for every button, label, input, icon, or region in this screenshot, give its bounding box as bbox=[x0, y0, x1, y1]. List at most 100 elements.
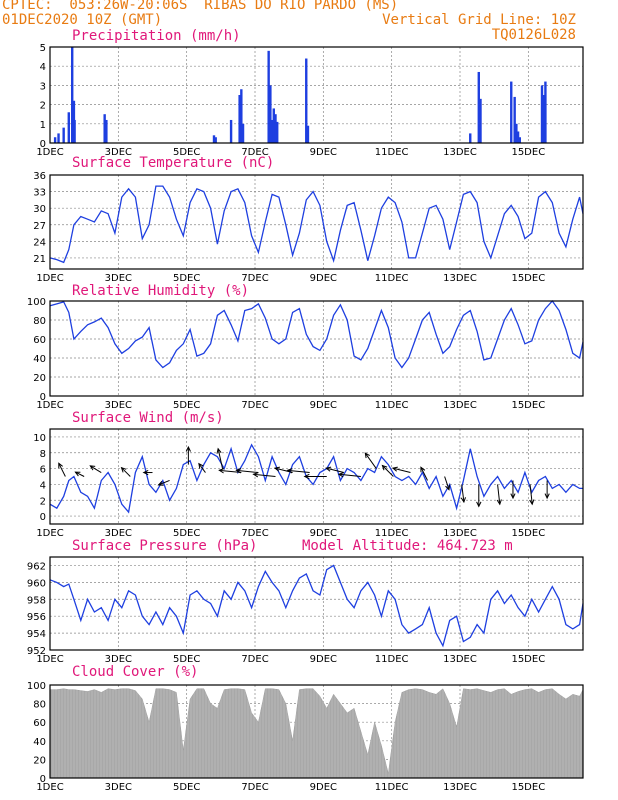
temperature-xtick-label: 3DEC bbox=[105, 273, 132, 284]
humidity-frame bbox=[49, 300, 584, 397]
temperature-xtick-label: 13DEC bbox=[443, 273, 477, 284]
wind-arrowhead bbox=[337, 472, 344, 478]
precipitation-ytick-label: 5 bbox=[40, 43, 46, 54]
temperature-xtick-label: 11DEC bbox=[375, 273, 409, 284]
header-model: TQ0126L028 bbox=[491, 27, 576, 43]
humidity-ytick-label: 60 bbox=[33, 335, 46, 346]
precip-bar bbox=[71, 47, 74, 143]
wind-xtick-label: 9DEC bbox=[310, 528, 337, 539]
pressure-xtick-label: 13DEC bbox=[443, 654, 477, 665]
cloud-xtick-label: 13DEC bbox=[443, 782, 477, 793]
wind-arrow bbox=[75, 471, 85, 477]
wind-arrowhead bbox=[445, 484, 451, 491]
wind-arrow bbox=[444, 476, 450, 490]
cloud-xtick-label: 1DEC bbox=[36, 782, 63, 793]
precip-bar bbox=[267, 50, 270, 144]
cloud-xtick-label: 7DEC bbox=[241, 782, 268, 793]
wind-arrowhead bbox=[544, 493, 550, 500]
temperature-frame bbox=[49, 174, 584, 270]
precip-bar bbox=[274, 114, 277, 143]
header-station: CPTEC: 053:26W-20:06S RIBAS DO RIO PARDO… bbox=[2, 0, 399, 13]
cloud-title: Cloud Cover (%) bbox=[72, 664, 199, 680]
wind-arrowhead bbox=[529, 499, 535, 506]
wind-arrow bbox=[461, 484, 465, 503]
temperature-title: Surface Temperature (nC) bbox=[72, 155, 275, 171]
precip-bar bbox=[241, 123, 245, 143]
temperature-ytick-label: 30 bbox=[33, 204, 46, 215]
wind-arrow bbox=[217, 448, 224, 469]
humidity-ytick-label: 20 bbox=[33, 373, 46, 384]
pressure-ytick-label: 952 bbox=[27, 646, 46, 657]
wind-arrow bbox=[392, 467, 411, 474]
cloud-ytick-label: 100 bbox=[27, 681, 46, 692]
precip-bar bbox=[270, 119, 274, 143]
precipitation-xtick-label: 3DEC bbox=[105, 147, 132, 158]
cloud-ytick-label: 0 bbox=[40, 774, 46, 785]
temperature-ytick-label: 27 bbox=[33, 221, 46, 232]
wind-arrow bbox=[364, 452, 377, 469]
cloud-xtick-label: 15DEC bbox=[511, 782, 545, 793]
precip-bar bbox=[477, 71, 480, 143]
wind-ytick-label: 8 bbox=[40, 449, 46, 460]
wind-arrow bbox=[58, 463, 66, 477]
precip-bar bbox=[103, 114, 106, 143]
cloud-xtick-label: 5DEC bbox=[173, 782, 200, 793]
wind-arrowhead bbox=[218, 468, 225, 474]
precip-bar bbox=[276, 121, 279, 143]
header-date: 01DEC2020 10Z (GMT) bbox=[2, 12, 163, 28]
precip-bar bbox=[105, 119, 108, 143]
wind-arrow bbox=[236, 469, 259, 474]
precip-bar bbox=[516, 131, 520, 143]
precip-bar bbox=[306, 125, 310, 143]
precip-bar bbox=[272, 108, 275, 143]
temperature-xtick-label: 15DEC bbox=[511, 273, 545, 284]
wind-arrow bbox=[121, 467, 131, 477]
precip-bar bbox=[53, 137, 57, 143]
precip-bar bbox=[212, 135, 216, 143]
wind-arrowhead bbox=[216, 447, 222, 454]
temperature-xtick-label: 7DEC bbox=[241, 273, 268, 284]
wind-arrowhead bbox=[364, 452, 370, 459]
pressure-ytick-label: 960 bbox=[27, 578, 46, 589]
temperature-ytick-label: 24 bbox=[33, 237, 46, 248]
cloud-xtick-label: 9DEC bbox=[310, 782, 337, 793]
humidity-xtick-label: 15DEC bbox=[511, 400, 545, 411]
precipitation-xtick-label: 5DEC bbox=[173, 147, 200, 158]
wind-ytick-label: 6 bbox=[40, 465, 46, 476]
wind-ytick-label: 4 bbox=[40, 480, 46, 491]
cloud-ytick-label: 40 bbox=[33, 737, 46, 748]
precip-bar bbox=[540, 85, 544, 143]
pressure-ytick-label: 962 bbox=[27, 561, 46, 572]
wind-arrowhead bbox=[120, 466, 127, 473]
humidity-ytick-label: 100 bbox=[27, 297, 46, 308]
precip-bar bbox=[542, 95, 545, 143]
wind-arrowhead bbox=[391, 466, 398, 472]
humidity-xtick-label: 11DEC bbox=[375, 400, 409, 411]
wind-xtick-label: 7DEC bbox=[241, 528, 268, 539]
wind-arrowhead bbox=[510, 493, 516, 500]
humidity-line bbox=[49, 299, 584, 369]
humidity-ytick-label: 0 bbox=[40, 392, 46, 403]
temperature-xtick-label: 5DEC bbox=[173, 273, 200, 284]
wind-arrow bbox=[198, 463, 206, 473]
pressure-xtick-label: 5DEC bbox=[173, 654, 200, 665]
wind-title: Surface Wind (m/s) bbox=[72, 410, 224, 426]
wind-arrowhead bbox=[286, 468, 293, 474]
precip-bar bbox=[305, 58, 308, 143]
precip-bar bbox=[510, 81, 513, 143]
pressure-ytick-label: 954 bbox=[27, 629, 46, 640]
humidity-xtick-label: 5DEC bbox=[173, 400, 200, 411]
pressure-ytick-label: 958 bbox=[27, 595, 46, 606]
wind-arrowhead bbox=[198, 462, 204, 469]
pressure-xtick-label: 3DEC bbox=[105, 654, 132, 665]
precip-bar bbox=[269, 85, 272, 143]
precip-bar bbox=[214, 137, 217, 143]
precipitation-ytick-label: 1 bbox=[40, 120, 46, 131]
temperature-ytick-label: 21 bbox=[33, 254, 46, 265]
wind-line bbox=[49, 443, 583, 514]
pressure-title: Surface Pressure (hPa) bbox=[72, 538, 258, 554]
wind-arrow bbox=[420, 467, 428, 481]
humidity-title: Relative Humidity (%) bbox=[72, 283, 250, 299]
wind-arrow bbox=[326, 467, 344, 474]
